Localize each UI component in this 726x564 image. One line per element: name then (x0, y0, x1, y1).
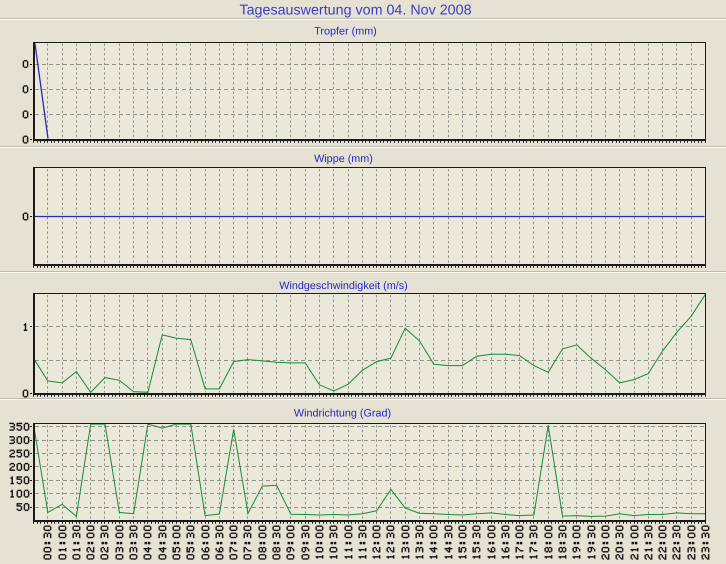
svg-text:Windgeschwindigkeit (m/s): Windgeschwindigkeit (m/s) (279, 280, 407, 292)
svg-text:Wippe (mm): Wippe (mm) (314, 153, 373, 165)
svg-text:Windrichtung (Grad): Windrichtung (Grad) (294, 407, 391, 419)
svg-text:Tagesauswertung vom 04. Nov 20: Tagesauswertung vom 04. Nov 2008 (239, 2, 471, 18)
svg-text:Tropfer (mm): Tropfer (mm) (314, 25, 377, 37)
